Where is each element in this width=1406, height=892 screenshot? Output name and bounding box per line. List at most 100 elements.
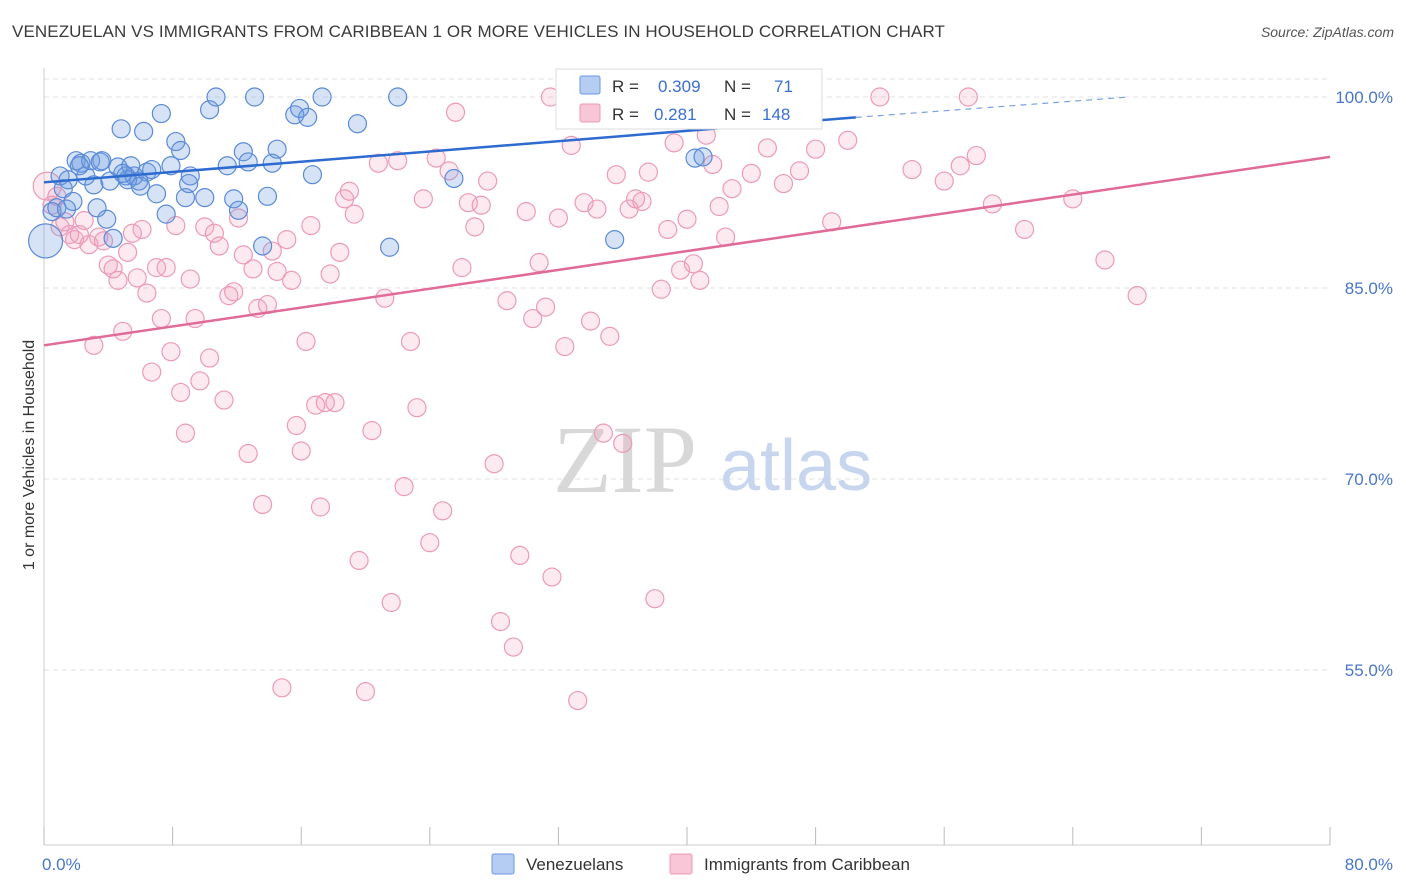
point-venezuelans (388, 87, 408, 107)
point-caribbean (510, 545, 530, 566)
point-caribbean (773, 173, 794, 194)
point-venezuelans (90, 152, 110, 172)
legend-label-venezuelans: Venezuelans (526, 855, 623, 874)
point-caribbean (529, 252, 549, 273)
point-caribbean (281, 270, 302, 290)
point-caribbean (966, 145, 986, 166)
point-venezuelans (195, 187, 215, 208)
data-points (28, 87, 1147, 711)
point-caribbean (958, 87, 978, 107)
point-venezuelans (69, 156, 89, 176)
point-caribbean (433, 501, 453, 521)
point-caribbean (535, 297, 556, 317)
point-caribbean (325, 393, 345, 413)
point-caribbean (388, 151, 408, 171)
point-caribbean (296, 331, 316, 352)
point-caribbean (79, 235, 99, 255)
point-caribbean (362, 421, 382, 441)
point-venezuelans (298, 107, 318, 127)
point-caribbean (600, 326, 620, 346)
point-venezuelans (151, 103, 171, 124)
point-caribbean (606, 165, 626, 185)
point-caribbean (523, 308, 543, 329)
point-caribbean (420, 533, 440, 553)
point-caribbean (452, 258, 472, 278)
point-caribbean (103, 259, 123, 279)
point-caribbean (484, 454, 504, 474)
point-venezuelans (217, 156, 237, 176)
watermark: ZIP atlas (553, 406, 872, 513)
point-venezuelans (228, 200, 249, 220)
legend-swatch-venezuelans (491, 853, 515, 875)
point-caribbean (664, 133, 684, 153)
point-caribbean (171, 382, 191, 403)
point-caribbean (805, 139, 826, 159)
point-caribbean (156, 258, 176, 278)
point-caribbean (1014, 219, 1035, 240)
point-venezuelans (257, 186, 278, 206)
point-caribbean (516, 202, 536, 222)
point-caribbean (555, 336, 575, 357)
point-venezuelans (56, 199, 77, 219)
point-caribbean (142, 362, 162, 382)
point-caribbean (330, 242, 350, 262)
point-caribbean (982, 194, 1003, 214)
point-venezuelans (224, 189, 244, 209)
point-caribbean (568, 690, 588, 711)
point-caribbean (757, 138, 777, 158)
watermark-atlas: atlas (720, 426, 872, 506)
point-caribbean (613, 433, 633, 453)
point-caribbean (548, 208, 569, 228)
point-caribbean (209, 236, 229, 256)
point-caribbean (632, 191, 652, 212)
point-venezuelans (238, 152, 258, 172)
point-venezuelans (134, 121, 154, 141)
point-caribbean (870, 87, 890, 107)
y-tick-label: 100.0% (1335, 88, 1393, 107)
point-venezuelans (206, 87, 226, 107)
point-caribbean (542, 567, 562, 587)
point-caribbean (490, 612, 511, 632)
point-caribbean (651, 279, 671, 299)
stats-n-value-caribbean: 148 (762, 105, 790, 124)
point-caribbean (709, 196, 729, 217)
point-caribbean (132, 219, 152, 240)
point-caribbean (478, 171, 498, 191)
stats-r-label-venezuelans: R = (612, 77, 639, 96)
point-caribbean (161, 342, 181, 362)
point-caribbean (151, 308, 171, 329)
point-caribbean (902, 159, 922, 180)
point-caribbean (580, 311, 601, 331)
point-caribbean (497, 291, 517, 311)
legend-label-caribbean: Immigrants from Caribbean (704, 855, 910, 874)
point-caribbean (117, 242, 138, 262)
point-caribbean (658, 219, 678, 240)
point-caribbean (355, 682, 376, 702)
point-caribbean (375, 288, 395, 308)
point-caribbean (74, 210, 94, 231)
point-caribbean (703, 154, 723, 175)
point-caribbean (426, 148, 446, 168)
point-venezuelans (693, 147, 713, 167)
point-venezuelans (142, 159, 162, 180)
point-caribbean (465, 217, 485, 237)
point-caribbean (286, 415, 306, 436)
point-caribbean (683, 254, 704, 274)
point-caribbean (349, 550, 369, 571)
point-caribbean (243, 259, 263, 279)
point-venezuelans (166, 131, 186, 152)
point-caribbean (645, 589, 665, 609)
point-caribbean (180, 269, 200, 289)
point-venezuelans (312, 87, 332, 107)
point-caribbean (199, 348, 220, 368)
point-venezuelans (253, 236, 273, 256)
point-caribbean (320, 264, 340, 284)
source-credit: Source: ZipAtlas.com (1260, 24, 1394, 40)
point-caribbean (228, 208, 249, 228)
chart-title: VENEZUELAN VS IMMIGRANTS FROM CARIBBEAN … (12, 22, 946, 41)
point-caribbean (934, 171, 954, 191)
point-caribbean (690, 270, 710, 290)
point-venezuelans (111, 119, 131, 139)
point-venezuelans (156, 204, 176, 224)
